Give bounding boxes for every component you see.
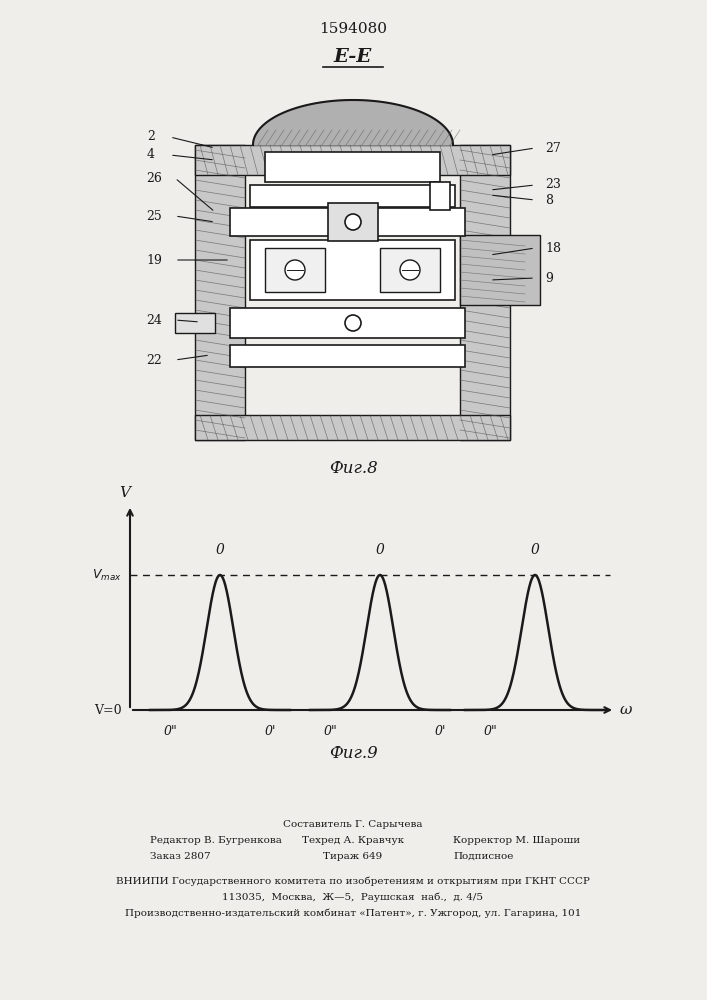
Text: 0": 0"	[323, 725, 337, 738]
Text: Заказ 2807: Заказ 2807	[150, 852, 211, 861]
Text: Редактор В. Бугренкова: Редактор В. Бугренкова	[150, 836, 282, 845]
Circle shape	[345, 214, 361, 230]
Text: 9: 9	[545, 271, 553, 284]
Text: V=0: V=0	[94, 704, 122, 716]
Text: 1594080: 1594080	[319, 22, 387, 36]
Text: Техред А. Кравчук: Техред А. Кравчук	[302, 836, 404, 845]
Text: 0: 0	[375, 543, 385, 557]
Text: 19: 19	[146, 253, 162, 266]
Text: 4: 4	[147, 148, 155, 161]
Text: 0": 0"	[483, 725, 497, 738]
Text: ВНИИПИ Государственного комитета по изобретениям и открытиям при ГКНТ СССР: ВНИИПИ Государственного комитета по изоб…	[116, 876, 590, 886]
Bar	[460, 235, 540, 305]
Text: 0": 0"	[163, 725, 177, 738]
Text: 0: 0	[216, 543, 224, 557]
Text: Фиг.8: Фиг.8	[329, 460, 378, 477]
Text: 2: 2	[147, 130, 155, 143]
Bar	[250, 185, 455, 207]
Circle shape	[400, 260, 420, 280]
Text: 0': 0'	[434, 725, 445, 738]
Text: $V_{max}$: $V_{max}$	[93, 567, 122, 583]
Bar	[250, 240, 455, 300]
Text: 0: 0	[530, 543, 539, 557]
Text: 0': 0'	[264, 725, 276, 738]
Text: 18: 18	[545, 241, 561, 254]
Text: E-E: E-E	[334, 48, 372, 66]
Text: 27: 27	[545, 141, 561, 154]
Text: 8: 8	[545, 194, 553, 207]
Text: 25: 25	[146, 210, 162, 223]
Text: 26: 26	[146, 172, 162, 184]
Polygon shape	[253, 100, 453, 145]
Bar	[230, 208, 465, 236]
Bar	[380, 248, 440, 292]
Bar	[195, 145, 245, 440]
Bar	[328, 203, 378, 241]
Text: 23: 23	[545, 178, 561, 192]
Bar	[175, 313, 215, 333]
Bar	[265, 248, 325, 292]
Circle shape	[285, 260, 305, 280]
Text: 24: 24	[146, 314, 162, 326]
Text: V: V	[119, 486, 131, 500]
Text: Фиг.9: Фиг.9	[329, 745, 378, 762]
Bar	[195, 415, 510, 440]
Bar	[265, 152, 440, 182]
Bar	[430, 182, 450, 210]
Text: Подписное: Подписное	[453, 852, 513, 861]
Circle shape	[345, 315, 361, 331]
Text: Производственно-издательский комбинат «Патент», г. Ужгород, ул. Гагарина, 101: Производственно-издательский комбинат «П…	[125, 908, 581, 918]
Bar	[230, 345, 465, 367]
Text: Корректор М. Шароши: Корректор М. Шароши	[453, 836, 580, 845]
Bar	[230, 308, 465, 338]
Bar	[460, 145, 510, 440]
Text: Составитель Г. Сарычева: Составитель Г. Сарычева	[284, 820, 423, 829]
Text: 22: 22	[146, 354, 162, 366]
Bar	[195, 145, 510, 175]
Text: 113035,  Москва,  Ж—5,  Раушская  наб.,  д. 4/5: 113035, Москва, Ж—5, Раушская наб., д. 4…	[223, 892, 484, 902]
Text: ω: ω	[620, 703, 632, 717]
Text: Тираж 649: Тираж 649	[323, 852, 382, 861]
